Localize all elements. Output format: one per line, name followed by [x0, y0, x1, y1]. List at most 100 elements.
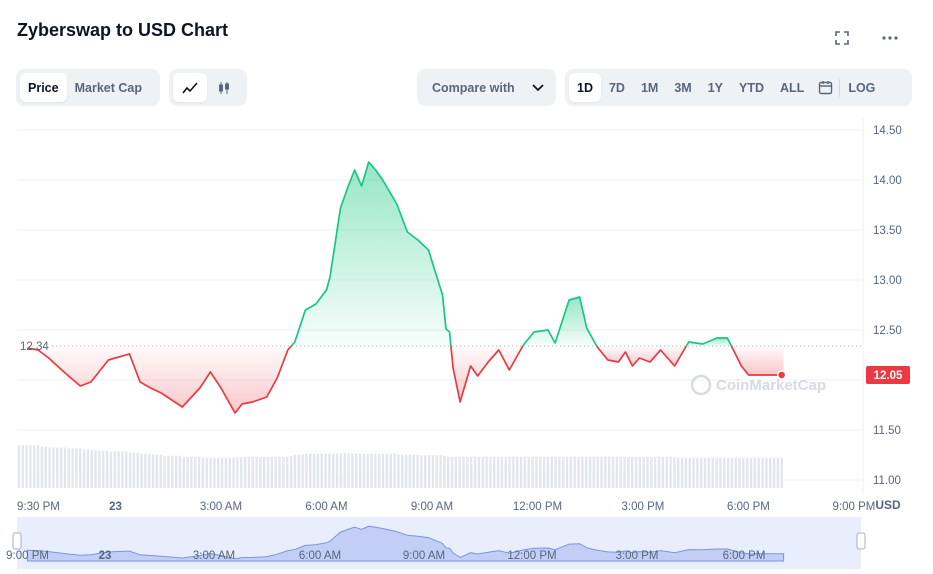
volume-bar	[726, 457, 730, 488]
compare-with-dropdown[interactable]: Compare with	[417, 69, 556, 106]
y-tick-label: 13.00	[873, 275, 902, 287]
navigator-tick-label: 3:00 AM	[193, 550, 235, 562]
range-1d[interactable]: 1D	[569, 73, 601, 102]
range-1y[interactable]: 1Y	[707, 80, 724, 95]
volume-bar	[136, 452, 139, 488]
volume-bar	[278, 456, 281, 488]
volume-bar	[312, 453, 316, 488]
volume-bar	[125, 451, 128, 488]
price-chart[interactable]: 12.34 14.5014.0013.5013.0012.5012.0011.5…	[0, 118, 933, 574]
volume-bar	[316, 453, 320, 488]
volume-bar	[634, 456, 638, 488]
volume-bar	[301, 454, 304, 488]
volume-bar	[190, 456, 193, 488]
volume-bar	[25, 445, 28, 488]
volume-bar	[588, 456, 592, 488]
volume-bar	[385, 453, 389, 488]
volume-bar	[592, 456, 596, 488]
volume-bar	[723, 457, 726, 488]
watermark-text: CoinMarketCap	[716, 377, 826, 394]
price-lines	[27, 161, 784, 414]
range-1m[interactable]: 1M	[640, 80, 659, 95]
volume-bar	[370, 453, 373, 488]
coinmarketcap-watermark: CoinMarketCap	[690, 374, 826, 396]
volume-bar	[516, 456, 519, 488]
fullscreen-icon[interactable]	[830, 26, 854, 50]
volume-bar	[470, 456, 473, 488]
volume-bar	[680, 457, 684, 488]
navigator-left-handle[interactable]	[12, 532, 22, 550]
volume-bar	[56, 447, 59, 488]
volume-bar	[251, 456, 254, 488]
volume-bar	[293, 454, 297, 488]
volume-bar	[374, 453, 377, 488]
volume-bar	[493, 456, 496, 488]
x-tick-label: 9:00 PM	[833, 501, 876, 513]
volume-bar	[358, 453, 362, 488]
volume-bar	[539, 456, 542, 488]
navigator-window[interactable]	[17, 517, 861, 569]
volume-bar	[677, 457, 680, 488]
volume-bar	[366, 453, 369, 488]
tab-price[interactable]: Price	[20, 73, 67, 102]
volume-bar	[362, 453, 366, 488]
volume-bar	[769, 457, 772, 488]
volume-bar	[661, 456, 665, 488]
volume-bar	[431, 455, 435, 488]
volume-bar	[477, 456, 481, 488]
range-7d[interactable]: 7D	[608, 80, 625, 95]
volume-bar	[765, 457, 768, 488]
toolbar-divider	[839, 78, 841, 97]
volume-bar	[473, 456, 477, 488]
volume-bar	[217, 457, 220, 488]
line-below-baseline	[27, 345, 292, 414]
log-scale-toggle[interactable]: LOG	[848, 80, 876, 95]
volume-bar	[707, 457, 711, 488]
volume-bar	[98, 450, 101, 488]
more-dots-icon[interactable]	[878, 26, 902, 50]
volume-bar	[424, 455, 427, 488]
candlestick-icon[interactable]	[207, 73, 241, 102]
volume-bar	[730, 457, 734, 488]
navigator-right-handle[interactable]	[856, 532, 866, 550]
volume-bar	[263, 456, 266, 488]
volume-bar	[772, 457, 776, 488]
range-navigator[interactable]: 23 3:00 AM 6:00 AM 9:00 AM 12:00 PM 3:00 PM 6:…	[6, 517, 866, 569]
volume-bar	[335, 453, 339, 488]
volume-bar	[286, 456, 289, 488]
volume-bar	[259, 456, 262, 488]
y-tick-label: 11.00	[873, 475, 901, 487]
area-above-baseline	[522, 297, 597, 346]
volume-bar	[186, 456, 189, 488]
volume-bar	[155, 454, 159, 488]
volume-bar	[224, 457, 228, 488]
volume-bar	[351, 453, 354, 488]
volume-bar	[274, 456, 277, 488]
volume-bar	[389, 453, 392, 488]
range-ytd[interactable]: YTD	[739, 80, 765, 95]
volume-bar	[270, 456, 274, 488]
line-chart-icon[interactable]	[173, 73, 207, 102]
volume-bar	[44, 446, 47, 488]
volume-bar	[542, 456, 546, 488]
volume-bar	[462, 456, 465, 488]
volume-bar	[266, 456, 270, 488]
volume-bar	[703, 457, 707, 488]
volume-bar	[48, 447, 51, 488]
volume-bar	[569, 456, 573, 488]
navigator-tick-label: 3:00 PM	[616, 550, 659, 562]
range-3m[interactable]: 3M	[674, 80, 692, 95]
chart-title: Zyberswap to USD Chart	[17, 20, 229, 40]
range-all[interactable]: ALL	[780, 80, 805, 95]
volume-bar	[401, 454, 404, 488]
line-below-baseline	[450, 345, 524, 403]
volume-bar	[381, 453, 385, 488]
tab-market-cap[interactable]: Market Cap	[74, 80, 142, 95]
calendar-icon[interactable]	[812, 73, 839, 102]
line-above-baseline	[685, 337, 733, 347]
volume-bar	[684, 457, 688, 488]
x-tick-label: 6:00 PM	[727, 501, 770, 513]
volume-bar	[646, 456, 649, 488]
volume-bar	[615, 456, 619, 488]
